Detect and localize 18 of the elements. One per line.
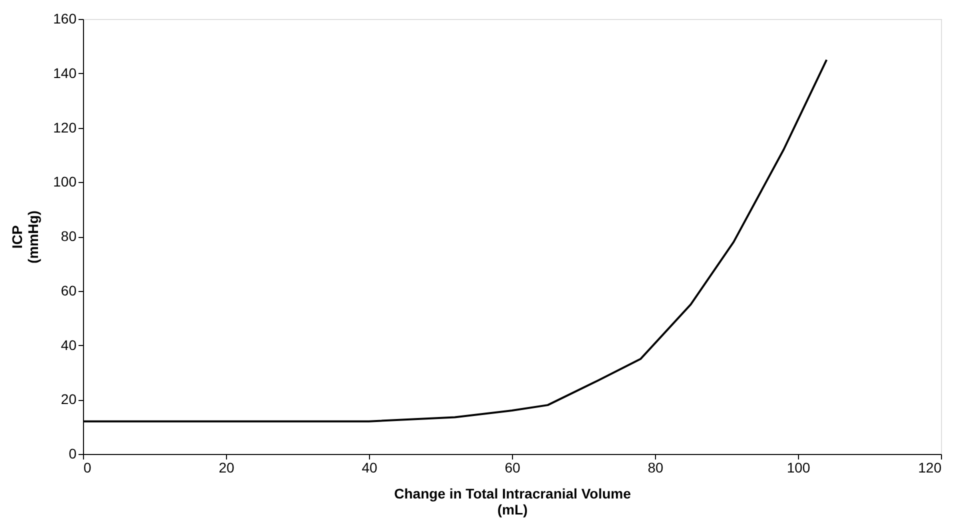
x-tick-label: 20 xyxy=(218,460,234,476)
y-tick-label: 160 xyxy=(53,10,77,26)
x-tick-label: 80 xyxy=(648,460,664,476)
y-tick-label: 0 xyxy=(68,446,77,462)
y-tick-label: 120 xyxy=(53,119,77,136)
y-tick-label: 140 xyxy=(53,64,77,81)
y-tick-label: 100 xyxy=(53,174,77,190)
x-tick-label: 40 xyxy=(362,460,378,476)
x-tick-label: 0 xyxy=(84,460,92,476)
y-tick-label: 20 xyxy=(60,391,77,408)
y-axis-title: ICP (mmHg) xyxy=(9,210,42,264)
x-tick-label: 120 xyxy=(918,460,942,476)
y-tick-label: 60 xyxy=(60,282,77,298)
x-tick-label: 100 xyxy=(786,460,810,476)
x-axis-title: Change in Total Intracranial Volume (mL) xyxy=(394,486,632,518)
y-tick-label: 40 xyxy=(60,336,77,353)
y-tick-label: 80 xyxy=(60,228,77,244)
x-tick-label: 60 xyxy=(504,460,520,476)
